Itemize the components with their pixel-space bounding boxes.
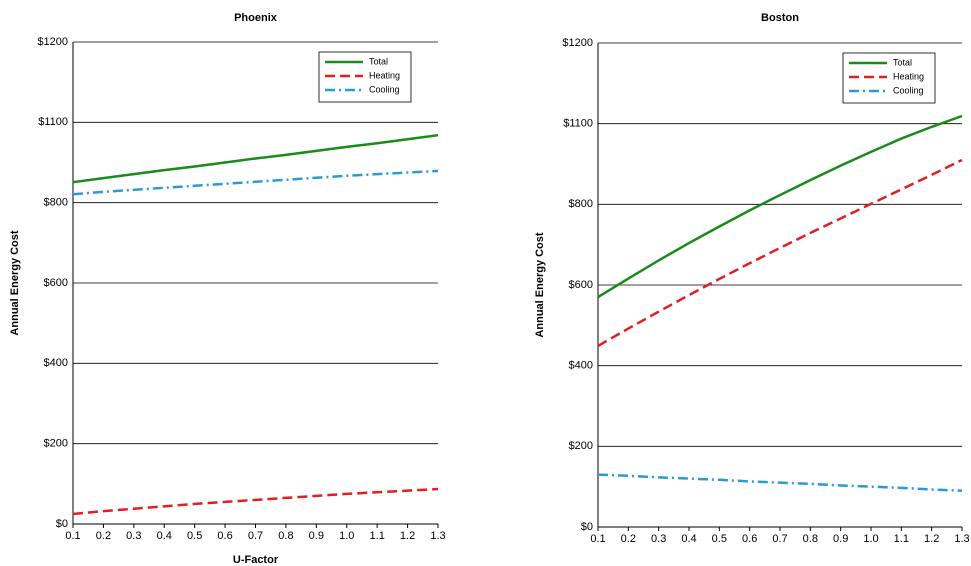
chart-title: Boston — [761, 12, 799, 24]
chart: Boston Annual Energy Cost $0 $200 $400 $600 $8… — [534, 12, 970, 545]
x-tick-label: 0.9 — [309, 530, 324, 542]
y-tick-label: $1200 — [562, 37, 593, 49]
y-tick-label: $1100 — [563, 118, 593, 130]
x-tick-label: 0.6 — [217, 530, 232, 542]
x-tick-label: 0.5 — [712, 533, 727, 545]
x-tick-label: 1.1 — [370, 530, 385, 542]
legend: Total Heating Cooling — [318, 51, 412, 103]
y-axis-label: Annual Energy Cost — [534, 232, 546, 337]
x-tick-label: 0.1 — [590, 533, 605, 545]
chart-title: Phoenix — [234, 12, 278, 24]
x-tick-label: 0.8 — [803, 533, 818, 545]
y-tick-label: $800 — [44, 197, 68, 209]
legend-label: Heating — [369, 70, 400, 80]
x-tick-label: 0.9 — [833, 533, 848, 545]
x-tick-label: 1.1 — [894, 533, 909, 545]
series-line — [72, 169, 439, 196]
series-line — [72, 133, 439, 184]
x-tick-label: 0.4 — [157, 530, 172, 542]
x-tick-label: 0.6 — [742, 533, 757, 545]
x-tick-label: 0.2 — [621, 533, 636, 545]
x-axis-label: U-Factor — [233, 554, 279, 566]
y-tick-label: $400 — [44, 357, 68, 369]
x-tick-label: 1.3 — [954, 533, 969, 545]
y-tick-label: $1200 — [37, 36, 68, 48]
y-tick-label: $400 — [569, 360, 593, 372]
legend-label: Heating — [893, 71, 924, 81]
x-tick-label: 1.0 — [863, 533, 878, 545]
x-tick-label: 0.1 — [65, 530, 80, 542]
legend-label: Total — [893, 57, 912, 67]
x-tick-label: 0.7 — [772, 533, 787, 545]
legend-label: Cooling — [369, 84, 400, 94]
x-tick-label: 0.2 — [96, 530, 111, 542]
series-line — [72, 487, 439, 516]
x-tick-label: 0.4 — [681, 533, 696, 545]
chart: Phoenix Annual Energy Cost U-Factor $0 $200 $… — [9, 12, 446, 566]
x-tick-label: 1.0 — [339, 530, 354, 542]
series-line — [597, 473, 963, 492]
series-line — [597, 158, 963, 347]
x-tick-label: 0.7 — [248, 530, 263, 542]
x-tick-label: 0.3 — [651, 533, 666, 545]
legend: Total Heating Cooling — [842, 52, 936, 104]
y-tick-label: $200 — [44, 438, 68, 450]
y-axis-label: Annual Energy Cost — [9, 230, 21, 335]
x-tick-label: 1.2 — [400, 530, 415, 542]
y-tick-label: $0 — [56, 518, 68, 530]
x-tick-label: 0.3 — [126, 530, 141, 542]
y-tick-label: $1100 — [38, 116, 68, 128]
y-tick-label: $600 — [44, 277, 68, 289]
x-tick-label: 0.5 — [187, 530, 202, 542]
y-tick-label: $600 — [569, 279, 593, 291]
y-tick-label: $200 — [569, 440, 593, 452]
x-tick-label: 0.8 — [278, 530, 293, 542]
x-tick-label: 1.3 — [430, 530, 445, 542]
y-tick-label: $0 — [581, 521, 593, 533]
x-tick-label: 1.2 — [924, 533, 939, 545]
legend-label: Cooling — [893, 85, 924, 95]
y-tick-label: $800 — [569, 198, 593, 210]
legend-label: Total — [369, 56, 388, 66]
series-line — [597, 114, 963, 299]
